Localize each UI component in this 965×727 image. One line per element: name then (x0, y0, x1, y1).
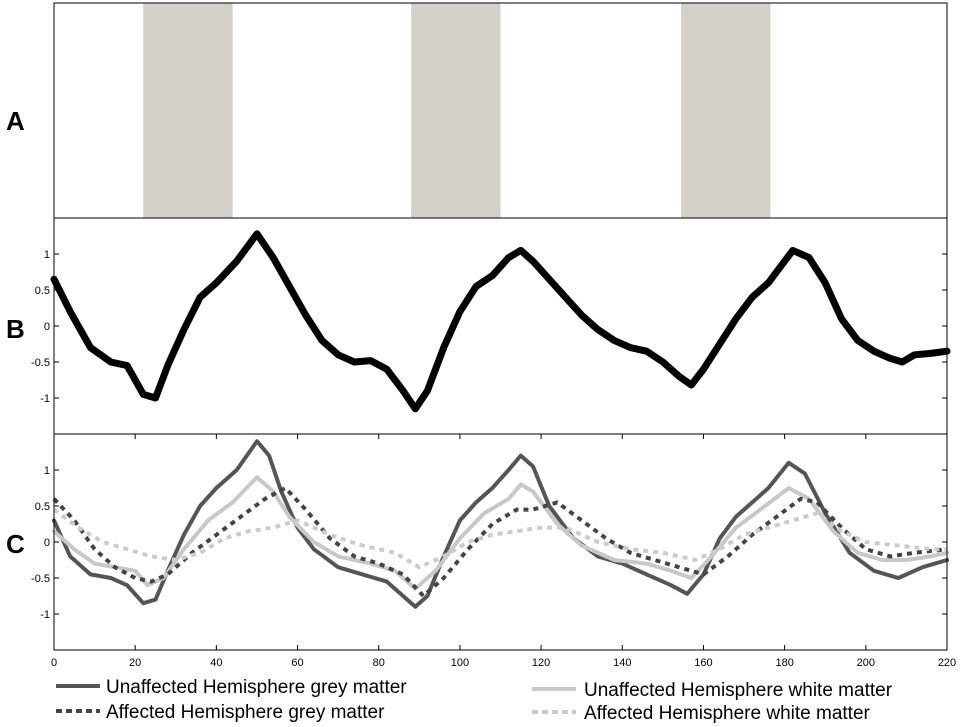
panel-c-ytick-label: -1 (40, 609, 50, 621)
panel-a-stimulus-plot (53, 2, 948, 219)
stimulus-blocks (143, 3, 771, 218)
panel-c-xtick-label: 200 (857, 657, 875, 669)
panel-b-y-axis: -1 -0.5 0 0.5 1 (31, 249, 947, 405)
legend-label-unaffected-white: Unaffected Hemisphere white matter (584, 680, 893, 701)
panel-c-ytick-label: 0 (44, 537, 50, 549)
panel-c-xtick-label: 120 (532, 657, 550, 669)
panel-c-series-line-4 (52, 507, 947, 570)
stimulus-block-3 (681, 3, 771, 218)
panel-b-ytick-label: -0.5 (31, 357, 50, 369)
panel-c-xtick-label: 0 (51, 657, 57, 669)
panel-c-ytick-label: 0.5 (35, 501, 50, 513)
panel-c-plot: -1 -0.5 0 0.5 1 0 20 40 60 80 100 120 140 160 180 200 2… (31, 433, 956, 669)
panel-b-ytick-label: -1 (40, 393, 50, 405)
panel-c-x-axis: 0 20 40 60 80 100 120 140 160 180 200 220 (51, 434, 956, 669)
panel-c-frame (53, 433, 948, 651)
panel-b-ytick-label: 1 (44, 249, 50, 261)
panel-c-ytick-label: -0.5 (31, 573, 50, 585)
panel-c-xtick-label: 160 (694, 657, 712, 669)
legend-label-affected-white: Affected Hemisphere white matter (584, 703, 871, 724)
panel-c-xtick-label: 100 (451, 657, 469, 669)
panel-c-xtick-label: 80 (373, 657, 385, 669)
panel-c-label: C (6, 529, 25, 559)
panel-b-ytick-label: 0.5 (35, 285, 50, 297)
panel-c-series (52, 439, 949, 609)
panel-c-series-line-1 (52, 439, 949, 609)
panel-c-xtick-label: 60 (291, 657, 303, 669)
panel-b-series (50, 230, 951, 413)
stimulus-block-2 (411, 3, 501, 218)
panel-b-label: B (6, 314, 25, 344)
panel-c-xtick-label: 140 (613, 657, 631, 669)
panel-c-series-line-2 (52, 475, 949, 591)
panel-c-y-axis: -1 -0.5 0 0.5 1 (31, 465, 947, 621)
panel-c-ytick-label: 1 (44, 465, 50, 477)
stimulus-block-1 (143, 3, 233, 218)
panel-b-ytick-label: 0 (44, 321, 50, 333)
panel-c-xtick-label: 20 (129, 657, 141, 669)
legend-label-unaffected-grey: Unaffected Hemisphere grey matter (106, 677, 407, 698)
legend-label-affected-grey: Affected Hemisphere grey matter (106, 702, 385, 723)
panel-c-xtick-label: 40 (210, 657, 222, 669)
panel-a-label: A (6, 106, 25, 136)
legend: Unaffected Hemisphere grey matter Affect… (56, 677, 893, 724)
panel-b-plot: -1 -0.5 0 0.5 1 (31, 217, 951, 435)
panel-c-xtick-label: 180 (775, 657, 793, 669)
panel-c-xtick-label: 220 (938, 657, 956, 669)
panel-b-series-line-1 (50, 230, 951, 413)
